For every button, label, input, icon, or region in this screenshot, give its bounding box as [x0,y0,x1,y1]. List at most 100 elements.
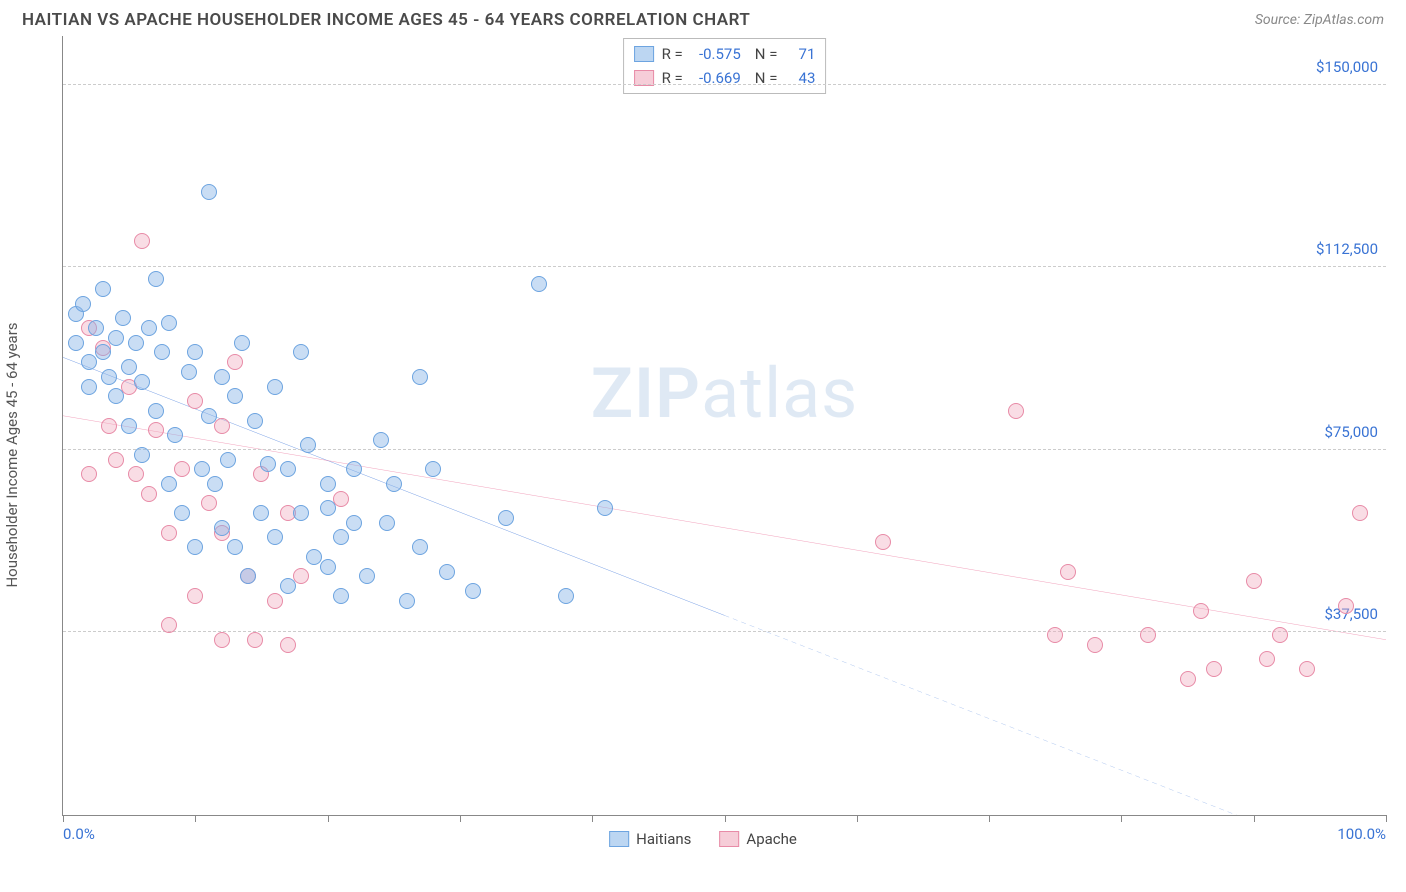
haitians-point [412,539,428,555]
haitians-point [214,369,230,385]
haitians-point [148,403,164,419]
haitians-point [161,476,177,492]
haitians-point [161,315,177,331]
haitians-point [439,564,455,580]
haitians-point [207,476,223,492]
apache-point [148,422,164,438]
haitians-point [108,330,124,346]
apache-point [187,393,203,409]
apache-point [293,568,309,584]
haitians-point [95,281,111,297]
haitians-point [201,408,217,424]
apache-point [134,233,150,249]
haitians-point [108,388,124,404]
haitians-point [531,276,547,292]
apache-point [214,418,230,434]
haitians-point [81,379,97,395]
apache-point [1272,627,1288,643]
haitians-point [174,505,190,521]
n-value: 71 [785,42,815,66]
x-tick [989,815,990,822]
x-tick [460,815,461,822]
source-attribution: Source: ZipAtlas.com [1255,12,1384,28]
haitians-point [88,320,104,336]
y-tick-label: $75,000 [1324,423,1378,441]
haitians-point [280,578,296,594]
scatter-plot-area: ZIPatlas R =-0.575N =71R =-0.669N =43 $3… [62,36,1386,816]
haitians-point [154,344,170,360]
apache-point [280,637,296,653]
haitians-point [373,432,389,448]
haitians-point [75,296,91,312]
haitians-point [240,568,256,584]
apache-point [333,491,349,507]
haitians-point [134,447,150,463]
haitians-point [101,369,117,385]
chart-title: HAITIAN VS APACHE HOUSEHOLDER INCOME AGE… [22,10,750,30]
x-tick-label: 0.0% [63,825,95,843]
apache-point [214,632,230,648]
legend-row: R =-0.669N =43 [634,66,816,90]
x-tick [1254,815,1255,822]
x-tick [1121,815,1122,822]
apache-point [1047,627,1063,643]
r-label: R = [662,66,683,90]
apache-point [128,466,144,482]
haitians-point [320,476,336,492]
apache-point [161,617,177,633]
legend-swatch [609,831,629,847]
haitians-point [465,583,481,599]
haitians-point [280,461,296,477]
haitians-point [115,310,131,326]
gridline [63,84,1386,85]
haitians-point [121,418,137,434]
apache-point [1246,573,1262,589]
haitians-point [253,505,269,521]
haitians-point [359,568,375,584]
apache-point [1259,651,1275,667]
haitians-point [320,500,336,516]
haitians-point [227,539,243,555]
apache-point [201,495,217,511]
apache-point [161,525,177,541]
haitians-point [425,461,441,477]
haitians-point [333,529,349,545]
apache-point [267,593,283,609]
x-tick-label: 100.0% [1337,825,1386,843]
haitians-point [333,588,349,604]
trend-lines [63,36,1386,815]
haitians-point [293,344,309,360]
apache-point [1140,627,1156,643]
correlation-legend: R = -0.575 N = 71R =-0.669N =43 [623,38,827,94]
apache-point [1193,603,1209,619]
haitians-point [498,510,514,526]
haitians-point [300,437,316,453]
x-tick [63,815,64,822]
x-tick [857,815,858,822]
apache-point [1352,505,1368,521]
haitians-point [597,500,613,516]
apache-point [247,632,263,648]
apache-point [1299,661,1315,677]
gridline [63,449,1386,450]
y-tick-label: $112,500 [1316,240,1378,258]
haitians-point [68,335,84,351]
series-legend: Haitians Apache [609,830,797,848]
n-label: N = [755,42,778,66]
apache-point [108,452,124,468]
x-tick [195,815,196,822]
legend-label: Apache [746,830,796,848]
apache-point [875,534,891,550]
haitians-point [260,456,276,472]
apache-point [101,418,117,434]
haitians-point [346,515,362,531]
apache-point [81,466,97,482]
apache-point [1060,564,1076,580]
apache-point [1008,403,1024,419]
legend-item: Haitians [609,830,691,848]
n-label: N = [755,66,778,90]
apache-point [227,354,243,370]
r-value: -0.575 [691,42,747,66]
haitians-point [121,359,137,375]
apache-point [141,486,157,502]
